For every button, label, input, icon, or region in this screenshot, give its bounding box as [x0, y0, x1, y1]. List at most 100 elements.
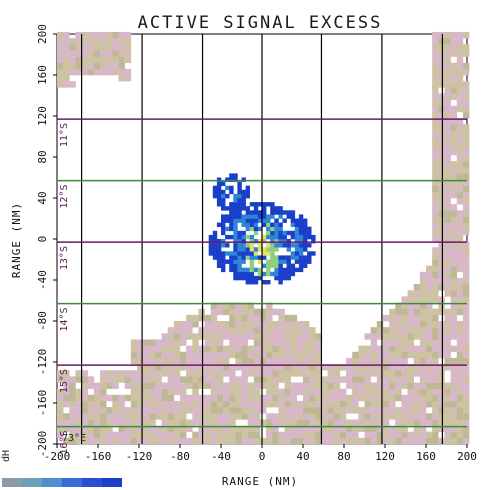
land-cell: [118, 431, 125, 439]
land-cell: [259, 345, 267, 353]
land-cell: [426, 376, 433, 383]
land-cell: [450, 136, 458, 143]
signal-cell: [249, 263, 255, 268]
signal-cell: [286, 275, 291, 281]
land-cell: [376, 394, 384, 402]
land-cell: [63, 425, 70, 432]
land-cell: [216, 357, 224, 365]
land-mask: [57, 31, 470, 445]
signal-cell: [237, 181, 242, 186]
land-cell: [93, 56, 101, 63]
signal-cell: [233, 243, 238, 248]
land-cell: [315, 333, 322, 340]
land-cell: [438, 425, 445, 432]
land-cell: [253, 376, 261, 383]
signal-cell: [298, 234, 304, 240]
land-cell: [358, 351, 365, 359]
land-cell: [247, 382, 255, 389]
land-cell: [87, 44, 95, 51]
land-cell: [438, 130, 445, 137]
land-cell: [253, 314, 261, 322]
land-cell: [389, 425, 396, 432]
color-scale-swatch: [2, 478, 22, 487]
land-cell: [456, 198, 464, 205]
land-cell: [290, 314, 298, 322]
land-cell: [462, 124, 470, 131]
land-cell: [419, 333, 427, 340]
land-cell: [235, 382, 242, 389]
land-cell: [450, 364, 458, 371]
land-cell: [303, 431, 310, 439]
land-cell: [112, 50, 119, 57]
land-cell: [198, 364, 205, 371]
land-cell: [241, 388, 248, 396]
land-cell: [438, 99, 445, 107]
land-cell: [229, 308, 236, 316]
land-cell: [303, 407, 310, 414]
land-cell: [438, 105, 445, 113]
land-cell: [382, 351, 390, 359]
land-cell: [462, 62, 470, 70]
signal-cell: [233, 210, 238, 215]
land-cell: [143, 425, 150, 432]
land-cell: [69, 44, 76, 51]
land-cell: [155, 370, 162, 377]
land-cell: [118, 394, 125, 402]
land-cell: [161, 357, 168, 365]
land-cell: [413, 364, 421, 371]
signal-cell: [216, 198, 222, 203]
land-cell: [382, 388, 390, 396]
land-cell: [327, 400, 335, 408]
land-cell: [438, 296, 445, 303]
land-cell: [401, 437, 408, 445]
land-cell: [143, 364, 150, 371]
land-cell: [438, 198, 445, 205]
land-cell: [112, 419, 119, 426]
land-cell: [192, 419, 199, 426]
signal-cell: [245, 255, 250, 260]
signal-cell: [216, 263, 222, 268]
land-cell: [229, 351, 236, 359]
signal-cell: [282, 230, 287, 236]
land-cell: [456, 81, 464, 88]
land-cell: [241, 376, 248, 383]
land-cell: [192, 321, 199, 328]
land-cell: [327, 407, 335, 414]
land-cell: [370, 370, 378, 377]
land-cell: [419, 370, 427, 377]
land-cell: [229, 327, 236, 334]
land-cell: [192, 382, 199, 389]
signal-cell: [266, 251, 271, 256]
land-cell: [106, 413, 113, 420]
land-cell: [321, 431, 328, 439]
land-cell: [364, 437, 371, 445]
land-cell: [426, 265, 433, 273]
signal-cell: [241, 251, 246, 256]
land-cell: [444, 382, 451, 389]
land-cell: [198, 413, 205, 420]
signal-cell: [229, 255, 234, 260]
land-cell: [438, 93, 445, 100]
signal-cell: [233, 234, 238, 240]
signal-cell: [229, 222, 234, 227]
land-cell: [395, 376, 402, 383]
land-cell: [315, 388, 322, 396]
land-cell: [456, 87, 464, 94]
land-cell: [444, 253, 451, 260]
land-cell: [333, 413, 341, 420]
land-cell: [81, 437, 89, 445]
land-cell: [278, 431, 285, 439]
land-cell: [462, 394, 470, 402]
land-cell: [462, 247, 470, 254]
land-cell: [266, 364, 273, 371]
land-cell: [204, 364, 212, 371]
land-cell: [407, 437, 414, 445]
land-cell: [278, 388, 285, 396]
land-cell: [253, 364, 261, 371]
land-cell: [315, 345, 322, 353]
land-cell: [290, 370, 298, 377]
signal-cell: [286, 230, 291, 236]
land-cell: [247, 327, 255, 334]
land-cell: [450, 296, 458, 303]
land-cell: [438, 370, 445, 377]
